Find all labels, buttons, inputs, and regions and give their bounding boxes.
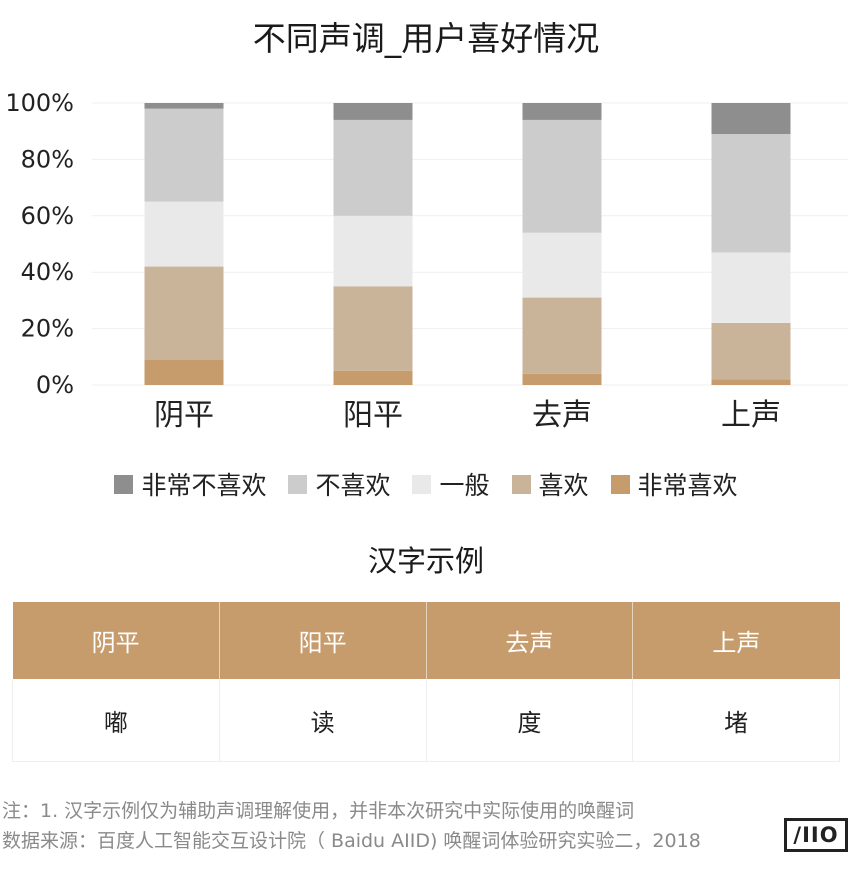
legend-label: 一般 xyxy=(439,471,490,500)
legend-label: 非常喜欢 xyxy=(637,471,738,500)
chart-legend: 非常不喜欢 不喜欢 一般 喜欢 非常喜欢 xyxy=(0,466,852,502)
stacked-bar-chart: 0% 20% 40% 60% 80% 100% 阴平 阳平 去声 上声 xyxy=(5,89,848,433)
legend-swatch xyxy=(114,474,134,494)
bar-segment xyxy=(333,103,413,120)
legend-item: 喜欢 xyxy=(511,466,589,502)
bar-segment xyxy=(711,103,791,135)
table-header-cell: 上声 xyxy=(632,602,840,679)
x-category-label: 阴平 xyxy=(154,398,214,433)
legend-label: 喜欢 xyxy=(538,471,589,500)
footnote-source: 数据来源：百度人工智能交互设计院（ Baidu AIID) 唤醒词体验研究实验二… xyxy=(2,830,701,852)
x-category-label: 阳平 xyxy=(343,398,403,433)
bar-segment xyxy=(144,201,224,267)
table-cell: 读 xyxy=(218,679,427,762)
table-cell: 堵 xyxy=(632,679,840,762)
bar-segment xyxy=(333,215,413,287)
bar-segment xyxy=(144,266,224,360)
legend-item: 不喜欢 xyxy=(288,466,390,502)
x-category-label: 上声 xyxy=(721,398,781,433)
legend-item: 非常喜欢 xyxy=(610,466,738,502)
bar-segment xyxy=(522,373,602,385)
example-table: 阴平 阳平 去声 上声 嘟 读 度 堵 xyxy=(12,602,840,762)
legend-item: 一般 xyxy=(412,466,490,502)
bar-segment xyxy=(333,370,413,385)
table-title: 汉字示例 xyxy=(367,544,484,578)
legend-label: 不喜欢 xyxy=(315,471,391,500)
aiid-logo: /IIO xyxy=(784,818,848,852)
table-cell: 嘟 xyxy=(12,679,220,762)
y-tick-label: 40% xyxy=(21,258,74,286)
legend-swatch xyxy=(288,474,308,494)
legend-label: 非常不喜欢 xyxy=(141,471,267,500)
table-header-cell: 阳平 xyxy=(218,602,426,679)
y-tick-label: 0% xyxy=(36,371,74,399)
legend-swatch xyxy=(412,474,432,494)
bar-segment xyxy=(711,252,791,323)
bar-segment xyxy=(144,359,224,385)
y-tick-label: 80% xyxy=(21,145,74,173)
bar-segment xyxy=(333,286,413,371)
y-tick-label: 20% xyxy=(21,315,74,343)
bar-segment xyxy=(522,103,602,120)
bar-segment xyxy=(711,379,791,385)
bar-segment xyxy=(333,119,413,216)
bar-segment xyxy=(711,322,791,380)
bar-segment xyxy=(144,103,224,109)
legend-item: 非常不喜欢 xyxy=(114,466,266,502)
legend-swatch xyxy=(511,474,531,494)
legend-swatch xyxy=(610,474,630,494)
footnote: 注：1. 汉字示例仅为辅助声调理解使用，并非本次研究中实际使用的唤醒词 数据来源… xyxy=(2,796,701,856)
bar-segment xyxy=(711,134,791,253)
chart-title: 不同声调_用户喜好情况 xyxy=(252,19,600,58)
table-header-cell: 去声 xyxy=(425,602,633,679)
footnote-note: 注：1. 汉字示例仅为辅助声调理解使用，并非本次研究中实际使用的唤醒词 xyxy=(2,800,635,822)
y-tick-label: 100% xyxy=(5,89,74,117)
x-category-label: 去声 xyxy=(532,398,592,433)
bar-segment xyxy=(522,297,602,374)
table-header-row: 阴平 阳平 去声 上声 xyxy=(12,602,840,679)
table-header-cell: 阴平 xyxy=(12,602,220,679)
bar-segment xyxy=(522,119,602,233)
bar-segment xyxy=(144,108,224,202)
bar-segment xyxy=(522,232,602,298)
y-tick-label: 60% xyxy=(21,202,74,230)
table-cell: 度 xyxy=(425,679,634,762)
table-row: 嘟 读 度 堵 xyxy=(12,679,840,762)
